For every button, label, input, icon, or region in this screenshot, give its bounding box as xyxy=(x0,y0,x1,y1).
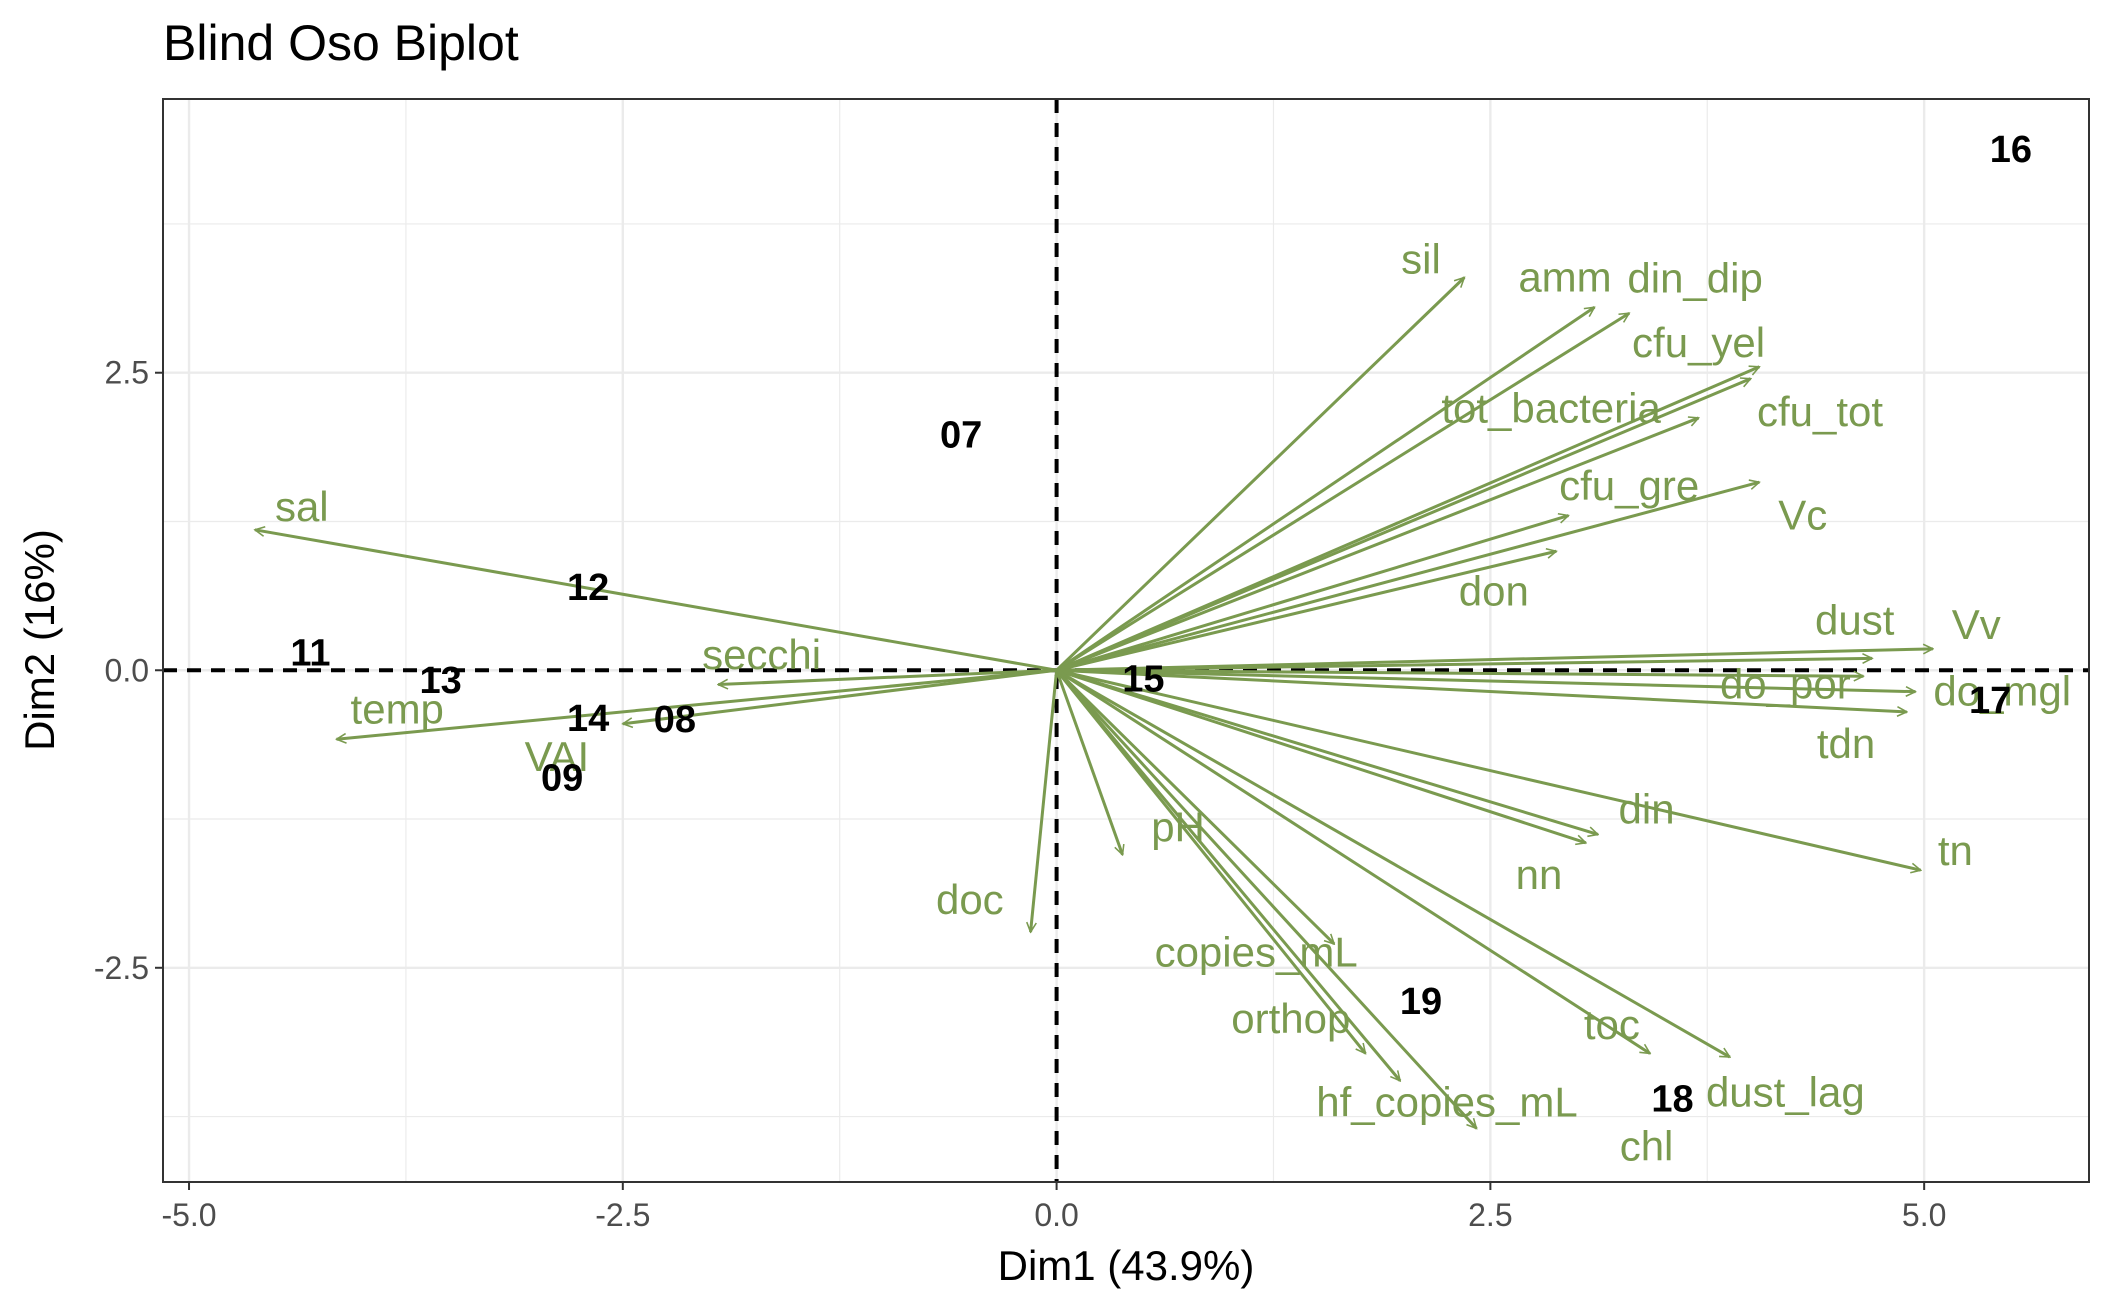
y-tick-label: 2.5 xyxy=(105,355,149,391)
variable-label-copies_mL: copies_mL xyxy=(1155,928,1358,975)
variable-arrow-tn xyxy=(1056,668,1921,870)
x-axis-ticks: -5.0 -2.5 0.0 2.5 5.0 xyxy=(161,1182,1946,1233)
observation-labels: 07 08 09 11 12 13 14 15 16 17 18 19 xyxy=(290,129,2032,1121)
y-tick-label: 0.0 xyxy=(105,652,149,688)
variable-label-cfu_yel: cfu_yel xyxy=(1632,319,1765,366)
variable-label-VAI: VAI xyxy=(525,733,590,780)
variable-arrow-copies_mL xyxy=(1055,669,1335,944)
y-tick-label: -2.5 xyxy=(94,950,149,986)
variable-arrow-pH xyxy=(1055,669,1123,854)
variable-label-doc: doc xyxy=(936,876,1004,923)
observation-label-16: 16 xyxy=(1990,129,2032,171)
variable-arrow-din xyxy=(1056,668,1598,834)
observation-label-09: 09 xyxy=(541,757,583,799)
variable-arrow-tot_bacteria xyxy=(1056,418,1699,672)
variable-arrows xyxy=(255,278,1933,1129)
variable-label-pH: pH xyxy=(1151,803,1205,850)
variable-label-do_mgl: do_mgl xyxy=(1933,668,2071,715)
x-tick-label: -5.0 xyxy=(161,1197,216,1233)
variable-label-din_dip: din_dip xyxy=(1627,255,1762,302)
variable-arrow-toc xyxy=(1055,668,1650,1055)
y-axis-title: Dim2 (16%) xyxy=(16,529,63,751)
variable-labels: sil amm din_dip cfu_yel cfu_tot tot_bacteriac… xyxy=(275,236,2071,1170)
variable-arrow-hf_copies_mL xyxy=(1055,669,1402,1081)
grid-minor xyxy=(163,99,2089,1182)
variable-label-sal: sal xyxy=(275,483,329,530)
variable-arrow-cfu_tot xyxy=(1056,379,1751,672)
variable-arrow-sal xyxy=(255,530,1057,672)
variable-label-sil: sil xyxy=(1401,236,1441,283)
observation-label-19: 19 xyxy=(1400,981,1442,1023)
x-tick-label: -2.5 xyxy=(595,1197,650,1233)
variable-label-cfu_gre: cfu_gre xyxy=(1559,462,1699,509)
variable-label-secchi: secchi xyxy=(702,631,821,678)
x-tick-label: 2.5 xyxy=(1468,1197,1512,1233)
variable-arrow-amm xyxy=(1055,306,1595,672)
variable-arrow-secchi xyxy=(718,668,1057,684)
variable-label-do_por: do_por xyxy=(1720,661,1851,708)
variable-arrow-tdn xyxy=(1056,668,1907,712)
variable-arrow-doc xyxy=(1031,670,1059,932)
variable-arrow-cfu_gre xyxy=(1056,516,1569,672)
x-tick-label: 5.0 xyxy=(1902,1197,1946,1233)
variable-label-nn: nn xyxy=(1516,851,1563,898)
variable-arrow-do_mgl xyxy=(1056,668,1916,691)
observation-label-13: 13 xyxy=(419,660,461,702)
observation-label-07: 07 xyxy=(940,415,982,457)
variable-arrow-nn xyxy=(1056,668,1586,843)
y-axis-ticks: -2.5 0.0 2.5 xyxy=(94,355,163,986)
variable-label-don: don xyxy=(1459,568,1529,615)
variable-arrow-sil xyxy=(1055,278,1465,672)
observation-label-17: 17 xyxy=(1969,680,2011,722)
variable-label-toc: toc xyxy=(1584,1001,1640,1048)
variable-label-orthop: orthop xyxy=(1231,995,1350,1042)
variable-label-tdn: tdn xyxy=(1817,720,1875,767)
variable-arrow-VAI xyxy=(623,668,1057,724)
variable-arrow-Vv xyxy=(1056,649,1933,672)
variable-label-din: din xyxy=(1619,785,1675,832)
variable-label-chl: chl xyxy=(1620,1122,1674,1169)
variable-label-cfu_tot: cfu_tot xyxy=(1757,388,1883,435)
variable-arrow-dust_lag xyxy=(1055,668,1730,1059)
x-tick-label: 0.0 xyxy=(1034,1197,1078,1233)
observation-label-11: 11 xyxy=(290,632,330,674)
variable-label-dust: dust xyxy=(1815,596,1895,643)
variable-arrow-chl xyxy=(1055,669,1477,1128)
variable-label-Vc: Vc xyxy=(1778,492,1827,539)
observation-label-12: 12 xyxy=(567,567,609,609)
variable-label-Vv: Vv xyxy=(1952,601,2001,648)
observation-label-14: 14 xyxy=(567,698,609,740)
variable-arrow-din_dip xyxy=(1055,311,1630,672)
variable-label-temp: temp xyxy=(351,686,444,733)
observation-label-15: 15 xyxy=(1122,659,1164,701)
variable-arrow-orthop xyxy=(1055,669,1367,1053)
observation-label-08: 08 xyxy=(654,699,696,741)
variable-arrow-do_por xyxy=(1056,668,1864,676)
observation-label-18: 18 xyxy=(1651,1079,1693,1121)
variable-arrow-don xyxy=(1056,551,1557,672)
variable-label-tot_bacteria: tot_bacteria xyxy=(1441,384,1661,431)
chart-title: Blind Oso Biplot xyxy=(163,15,519,71)
variable-label-amm: amm xyxy=(1518,254,1611,301)
variable-label-tn: tn xyxy=(1938,827,1973,874)
x-axis-title: Dim1 (43.9%) xyxy=(998,1242,1255,1289)
variable-arrow-Vc xyxy=(1056,482,1760,672)
variable-arrow-temp xyxy=(337,668,1057,739)
variable-label-dust_lag: dust_lag xyxy=(1706,1069,1865,1116)
variable-label-hf_copies_mL: hf_copies_mL xyxy=(1316,1078,1578,1125)
plot-border xyxy=(162,98,2090,1183)
